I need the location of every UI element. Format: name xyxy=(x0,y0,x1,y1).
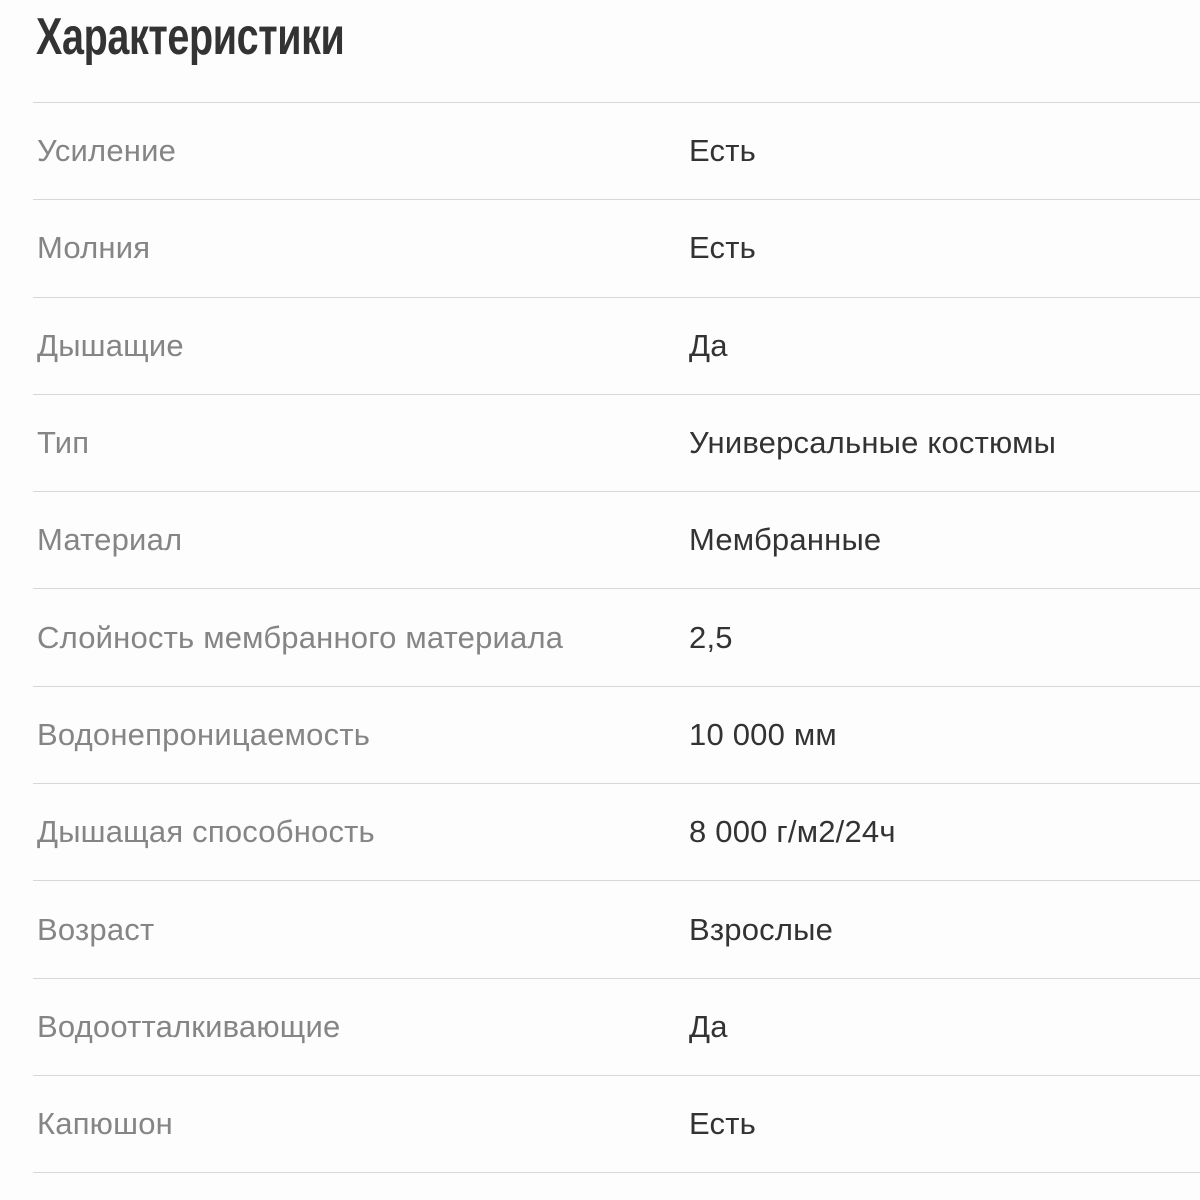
spec-label: Капюшон xyxy=(37,1106,173,1142)
spec-label: Возраст xyxy=(37,911,155,947)
spec-row: Дышащие Да xyxy=(33,298,1200,395)
spec-label: Молния xyxy=(37,230,151,266)
spec-value: 10 000 мм xyxy=(689,716,837,752)
spec-value: Да xyxy=(689,1008,728,1044)
spec-label: Водоотталкивающие xyxy=(37,1008,341,1044)
spec-row: Материал Мембранные xyxy=(33,492,1200,590)
spec-value: Универсальные костюмы xyxy=(689,425,1057,461)
spec-row: Водонепроницаемость 10 000 мм xyxy=(33,687,1200,785)
spec-label: Материал xyxy=(37,522,183,558)
spec-label: Слойность мембранного материала xyxy=(37,619,564,655)
spec-row: Тип Универсальные костюмы xyxy=(33,395,1200,493)
section-title: Характеристики xyxy=(36,8,345,66)
spec-row: Слойность мембранного материала 2,5 xyxy=(33,589,1200,687)
spec-row: Дышащая способность 8 000 г/м2/24ч xyxy=(33,784,1200,882)
spec-value: Есть xyxy=(689,133,756,169)
spec-row: Усиление Есть xyxy=(33,103,1200,201)
spec-value: Взрослые xyxy=(689,911,834,947)
spec-value: Да xyxy=(689,327,728,363)
spec-value: Есть xyxy=(689,1106,756,1142)
spec-row: Капюшон Есть xyxy=(33,1076,1200,1174)
spec-value: 8 000 г/м2/24ч xyxy=(689,814,896,850)
spec-row: Водоотталкивающие Да xyxy=(33,979,1200,1076)
spec-value: Мембранные xyxy=(689,522,882,558)
spec-label: Дышащая способность xyxy=(37,814,375,850)
spec-value: Есть xyxy=(689,230,756,266)
specs-title-block: Характеристики xyxy=(33,0,1200,103)
specs-section: Характеристики Усиление Есть Молния Есть… xyxy=(33,0,1200,1174)
spec-label: Водонепроницаемость xyxy=(37,716,371,752)
specs-table: Усиление Есть Молния Есть Дышащие Да Тип… xyxy=(33,103,1200,1174)
spec-label: Дышащие xyxy=(37,327,184,363)
spec-label: Усиление xyxy=(37,133,177,169)
spec-row: Возраст Взрослые xyxy=(33,881,1200,979)
spec-value: 2,5 xyxy=(689,619,733,655)
spec-label: Тип xyxy=(37,425,90,461)
spec-row: Молния Есть xyxy=(33,200,1200,298)
